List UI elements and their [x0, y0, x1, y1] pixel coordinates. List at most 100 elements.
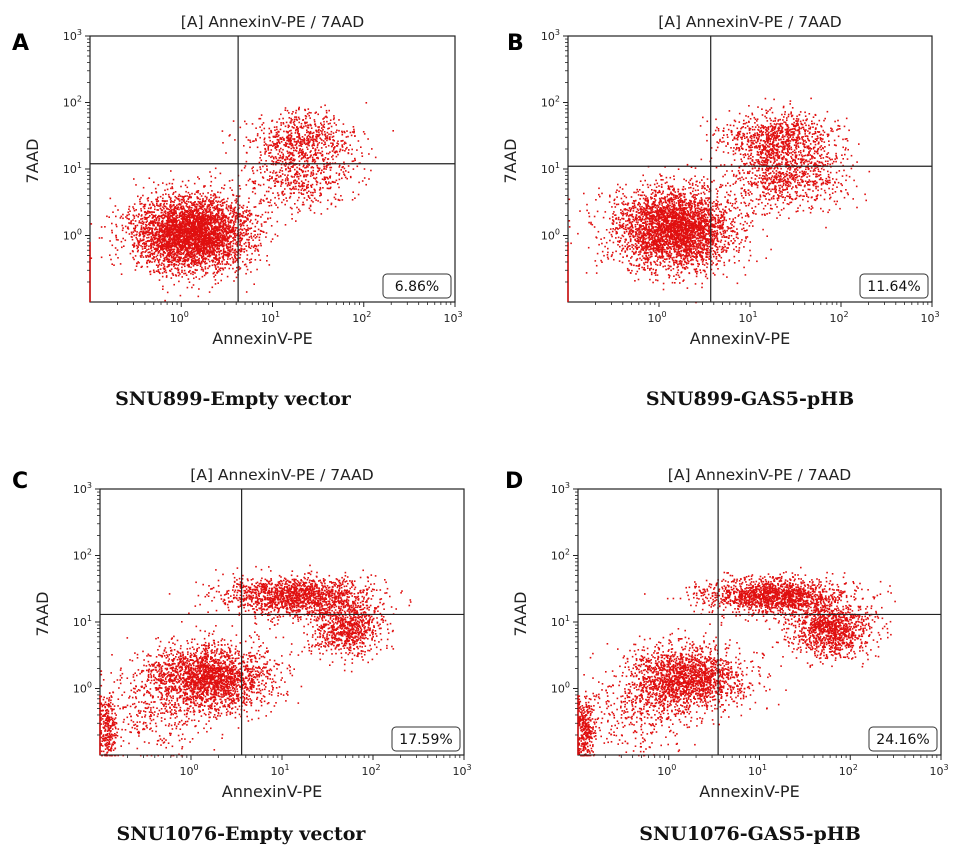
scatter-point [172, 238, 175, 240]
scatter-point [256, 215, 259, 217]
scatter-point [201, 208, 203, 211]
scatter-point [229, 241, 231, 244]
scatter-point [294, 203, 296, 205]
scatter-point [181, 276, 183, 278]
scatter-point [190, 223, 192, 225]
scatter-point [160, 235, 162, 237]
scatter-point [222, 221, 224, 223]
scatter-point [262, 177, 265, 179]
scatter-point [298, 118, 301, 120]
scatter-point [286, 156, 289, 159]
scatter-point [221, 130, 224, 132]
scatter-point [139, 200, 141, 203]
scatter-point [187, 257, 189, 260]
scatter-point [268, 127, 271, 130]
scatter-point [306, 139, 308, 142]
scatter-point [197, 241, 200, 244]
scatter-point [245, 272, 247, 275]
scatter-point [187, 227, 189, 229]
scatter-point [225, 207, 228, 210]
scatter-point [201, 201, 203, 204]
scatter-point [322, 159, 324, 161]
scatter-point [204, 200, 207, 203]
scatter-point [181, 269, 183, 272]
scatter-point [279, 159, 282, 162]
scatter-point [333, 122, 336, 124]
scatter-point [290, 120, 292, 122]
scatter-point [141, 214, 143, 216]
scatter-point [289, 184, 291, 186]
scatter-point [279, 175, 282, 177]
scatter-point [298, 160, 301, 162]
scatter-point [169, 204, 171, 206]
scatter-point [211, 211, 213, 213]
scatter-point [181, 242, 184, 244]
scatter-point [114, 205, 117, 207]
scatter-point [327, 199, 329, 202]
scatter-point [307, 108, 310, 110]
scatter-point [213, 226, 215, 228]
scatter-point [192, 251, 195, 253]
scatter-point [188, 209, 191, 212]
scatter-point [172, 259, 175, 262]
scatter-point [293, 123, 295, 125]
scatter-point [233, 209, 236, 211]
scatter-point [263, 231, 265, 233]
scatter-point [243, 251, 245, 253]
scatter-point [328, 127, 330, 129]
scatter-point [323, 178, 325, 181]
scatter-point [138, 213, 140, 216]
scatter-point [308, 114, 310, 117]
scatter-point [188, 281, 191, 283]
scatter-point [344, 131, 346, 134]
scatter-point [289, 142, 292, 144]
scatter-point [223, 213, 225, 215]
scatter-point [185, 190, 187, 193]
scatter-point [304, 170, 307, 173]
scatter-point [298, 196, 300, 199]
scatter-point [207, 249, 209, 251]
scatter-point [265, 232, 268, 234]
scatter-point [250, 213, 253, 216]
scatter-point [213, 219, 215, 221]
scatter-point [187, 250, 190, 252]
scatter-point [188, 195, 191, 198]
scatter-point [222, 257, 224, 260]
scatter-point [174, 259, 176, 262]
scatter-point [171, 225, 173, 228]
scatter-point [174, 224, 176, 226]
scatter-point [178, 257, 181, 260]
scatter-point [174, 225, 177, 227]
scatter-point [182, 223, 185, 225]
scatter-point [337, 140, 339, 143]
scatter-point [135, 265, 138, 267]
scatter-point [209, 251, 212, 253]
scatter-point [176, 249, 178, 252]
scatter-point [158, 238, 161, 240]
scatter-point [306, 184, 308, 186]
scatter-point [212, 200, 214, 202]
scatter-point [109, 197, 112, 200]
scatter-point [230, 209, 232, 212]
scatter-point [187, 179, 190, 182]
scatter-point [176, 220, 179, 222]
scatter-point [227, 258, 229, 260]
scatter-point [206, 224, 209, 227]
scatter-point [307, 127, 310, 129]
scatter-point [173, 248, 176, 251]
scatter-point [293, 147, 295, 149]
scatter-point [347, 171, 350, 173]
scatter-point [321, 132, 323, 134]
scatter-point [205, 238, 207, 241]
scatter-point [313, 197, 316, 200]
scatter-point [314, 125, 317, 127]
scatter-point [169, 242, 172, 245]
scatter-point [256, 222, 258, 224]
scatter-point [275, 126, 278, 128]
scatter-point [151, 230, 153, 232]
scatter-point [154, 237, 156, 239]
scatter-point [207, 250, 210, 253]
scatter-point [174, 257, 176, 259]
scatter-point [273, 144, 275, 147]
scatter-point [157, 264, 160, 267]
